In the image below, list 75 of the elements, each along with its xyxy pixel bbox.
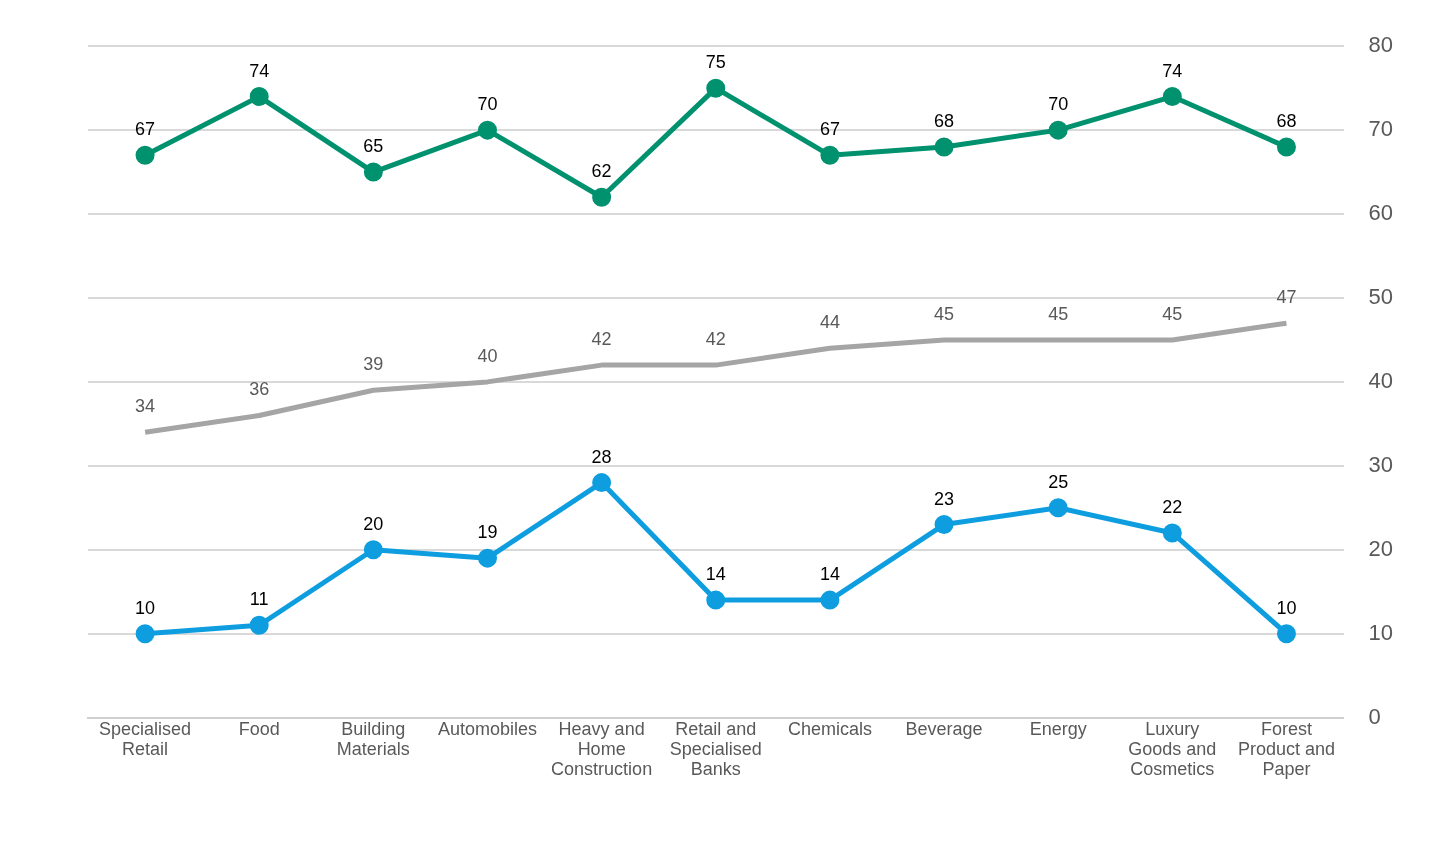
data-label: 68 [1276,110,1297,131]
point [820,145,840,165]
data-label: 22 [1162,496,1183,517]
data-label: 10 [1276,597,1297,618]
x-tick-label: Automobiles [437,719,538,740]
point [249,615,269,635]
point [135,145,155,165]
data-label: 45 [1048,303,1069,324]
point [477,548,497,568]
data-label: 14 [819,564,840,585]
y-tick-label: 40 [1368,367,1394,393]
data-label: 34 [135,396,156,417]
y-tick-label: 0 [1368,703,1381,729]
data-label: 74 [1162,60,1183,81]
data-label: 42 [591,329,612,350]
point [592,187,612,207]
data-label: 14 [705,564,726,585]
x-tick-label: Retail and Specialised Banks [669,719,762,780]
point [934,515,954,535]
point [934,137,954,157]
data-label: 65 [363,136,384,157]
point [249,87,269,107]
point [1048,498,1068,518]
point [1276,137,1296,157]
data-label: 10 [135,597,156,618]
data-label: 23 [934,488,955,509]
data-label: 45 [934,303,955,324]
data-label: 62 [591,161,612,182]
data-label: 28 [591,446,612,467]
data-label: 40 [477,345,498,366]
y-tick-label: 20 [1368,535,1394,561]
point [592,473,612,493]
point [820,590,840,610]
point [1276,624,1296,644]
data-label: 42 [705,329,726,350]
data-label: 11 [249,589,269,610]
point [1048,120,1068,140]
x-tick-label: Luxury Goods and Cosmetics [1128,719,1217,780]
point [363,540,383,560]
x-tick-label: Building Materials [336,719,410,760]
data-label: 67 [819,119,840,140]
data-label: 75 [705,52,726,73]
data-label: 47 [1276,287,1297,308]
x-tick-label: Heavy and Home Construction [551,719,653,780]
data-label: 20 [363,513,384,534]
x-tick-label: Energy [1029,719,1087,740]
data-label: 70 [477,94,498,115]
x-tick-label: Food [238,719,280,740]
data-label: 36 [249,379,270,400]
y-tick-label: 60 [1368,200,1394,226]
point [1162,87,1182,107]
x-tick-label: Specialised Retail [99,719,192,760]
data-label: 19 [477,522,498,543]
y-tick-label: 50 [1368,284,1394,310]
point [706,590,726,610]
x-tick-label: Beverage [905,719,983,740]
point [135,624,155,644]
data-label: 67 [135,119,156,140]
data-label: 70 [1048,94,1069,115]
y-tick-label: 70 [1368,116,1394,142]
data-label: 68 [934,110,955,131]
x-tick-label: Chemicals [787,719,872,740]
point [363,162,383,182]
point [1162,523,1182,543]
y-tick-label: 30 [1368,451,1394,477]
data-label: 74 [249,60,270,81]
x-tick-label: Forest Product and Paper [1237,719,1335,780]
point [706,78,726,98]
point [477,120,497,140]
y-tick-label: 80 [1368,32,1394,58]
data-label: 25 [1048,471,1069,492]
data-label: 44 [819,312,840,333]
data-label: 39 [363,354,384,375]
y-tick-label: 10 [1368,619,1394,645]
data-label: 45 [1162,303,1183,324]
